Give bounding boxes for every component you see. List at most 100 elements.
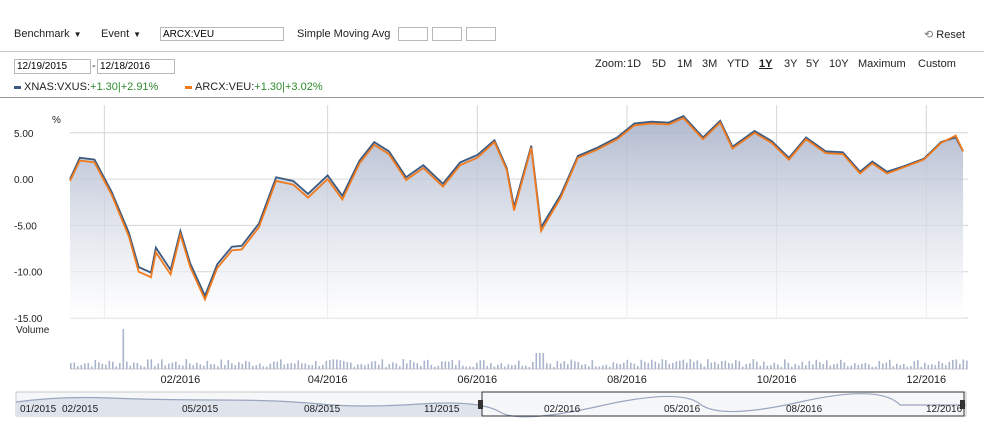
volume-bar [129,365,132,369]
volume-bar [546,363,548,369]
chevron-down-icon: ▼ [133,30,142,39]
volume-bar [427,359,429,369]
volume-bar [301,363,303,369]
volume-bar [640,359,643,369]
volume-bar [84,363,86,369]
volume-bar [434,366,436,369]
volume-bar [910,365,912,369]
volume-bar [574,361,576,369]
volume-bar [553,366,555,369]
benchmark-dropdown[interactable]: Benchmark ▼ [14,28,82,40]
event-dropdown[interactable]: Event ▼ [101,28,141,40]
y-tick-label: -5.00 [14,221,37,232]
volume-bar [637,366,639,369]
series-area [70,116,964,319]
sma-input-2[interactable] [432,27,462,41]
volume-bar [87,362,90,369]
start-date-input[interactable] [14,59,91,74]
volume-bar [707,359,709,369]
volume-bar [598,366,601,369]
zoom-1y[interactable]: 1Y [759,58,773,70]
volume-bar [952,359,954,369]
legend-change: +1.30|+3.02% [254,81,323,93]
end-date-input[interactable] [97,59,175,74]
reset-label: Reset [936,29,966,41]
navigator-label: 08/2015 [304,404,341,415]
legend-change: +1.30|+2.91% [90,81,159,93]
legend-item-veu[interactable]: ARCX:VEU:+1.30|+3.02% [185,81,323,93]
zoom-1m[interactable]: 1M [677,58,693,70]
volume-bar [518,360,520,369]
reset-button[interactable]: ⟲ Reset [924,28,965,41]
zoom-5d[interactable]: 5D [652,58,667,70]
volume-bar [392,362,394,369]
volume-bar [584,364,587,369]
zoom-custom[interactable]: Custom [918,58,956,70]
volume-bar [714,361,716,369]
volume-label: Volume [16,325,50,336]
volume-bar [497,364,499,369]
navigator-line [15,393,966,418]
series-line-veu [69,116,964,302]
volume-bar [966,360,968,369]
volume-bar [514,364,517,369]
volume-bar [339,360,342,369]
volume-bar [105,364,107,369]
volume-bar [868,364,870,369]
volume-bar [140,365,142,369]
volume-bar [329,360,331,369]
chart-area [70,116,964,319]
volume-bar [136,363,139,369]
volume-bar [147,359,149,369]
zoom-10y[interactable]: 10Y [829,58,849,70]
volume-bar [364,365,366,369]
sma-input-1[interactable] [398,27,428,41]
volume-bar [437,365,440,369]
y-unit-label: % [52,115,61,126]
volume-bar [245,360,247,369]
symbol-input[interactable] [160,27,284,41]
sma-input-3[interactable] [466,27,496,41]
volume-bar [798,365,800,369]
volume-bar [252,365,254,369]
volume-bar [325,360,328,369]
volume-bar [490,363,492,369]
volume-bar [581,364,583,369]
legend-item-vxus[interactable]: XNAS:VXUS:+1.30|+2.91% [14,81,158,93]
volume-bar [885,362,888,369]
volume-bar [70,363,72,369]
volume-bar [119,363,121,369]
zoom-ytd[interactable]: YTD [727,58,749,70]
volume-bar [577,361,580,369]
zoom-maximum[interactable]: Maximum [858,58,906,70]
sma-label: Simple Moving Avg [297,28,391,40]
toolbar: Benchmark▼ Event▼ Simple Moving Avg [0,22,984,46]
navigator-label: 12/2016 [926,404,963,415]
zoom-3m[interactable]: 3M [702,58,718,70]
volume-bar [374,361,377,369]
volume-bar [651,359,653,369]
volume-bar [98,362,100,369]
zoom-3y[interactable]: 3Y [784,58,798,70]
volume-bar [630,362,632,369]
volume-bar [892,366,895,369]
volume-bar [570,359,573,369]
volume-bar [616,363,618,369]
volume-bar [668,363,671,369]
volume-bar [560,363,562,369]
chevron-down-icon: ▼ [73,30,82,39]
volume-bar [595,366,597,369]
volume-bar [304,363,307,369]
zoom-1d[interactable]: 1D [627,58,642,70]
volume-bar [661,359,664,369]
volume-bar [717,363,720,369]
volume-bar [945,365,947,369]
volume-bar [343,361,345,369]
zoom-5y[interactable]: 5Y [806,58,820,70]
volume-bar [315,361,317,369]
x-axis: 02/2016 04/2016 06/2016 08/2016 10/2016 12/20… [161,374,947,386]
navigator-shade [16,397,482,416]
volume-bar [927,364,930,369]
volume-bar [311,365,314,369]
